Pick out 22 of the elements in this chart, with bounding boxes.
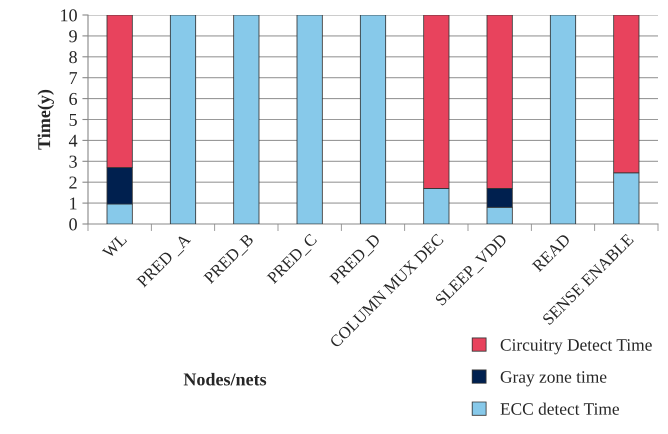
- y-tick-label: 5: [70, 114, 77, 126]
- y-tick-label: 10: [61, 9, 77, 22]
- bar: [550, 15, 576, 224]
- y-tick-label: 3: [69, 156, 77, 168]
- bar: [296, 15, 323, 224]
- y-tick-label: 7: [70, 72, 78, 84]
- y-axis-title: Time(y): [38, 90, 54, 150]
- y-tick-label: 0: [69, 218, 77, 230]
- legend-label: Circuitry Detect Time: [500, 339, 652, 354]
- y-tick-label: 6: [69, 92, 78, 106]
- y-tick-label: 2: [69, 176, 77, 188]
- bar: [233, 15, 260, 224]
- x-tick-label: WL: [102, 234, 128, 259]
- legend-label: Gray zone time: [500, 371, 606, 386]
- y-tick-label: 9: [69, 30, 77, 42]
- bar: [360, 15, 386, 224]
- legend-label: ECC detect Time: [500, 402, 619, 415]
- y-tick-label: 1: [70, 197, 76, 210]
- y-tick-label: 8: [69, 51, 77, 64]
- bar: [170, 15, 196, 224]
- y-tick-label: 4: [68, 134, 78, 147]
- x-axis-title: Nodes/nets: [184, 372, 266, 386]
